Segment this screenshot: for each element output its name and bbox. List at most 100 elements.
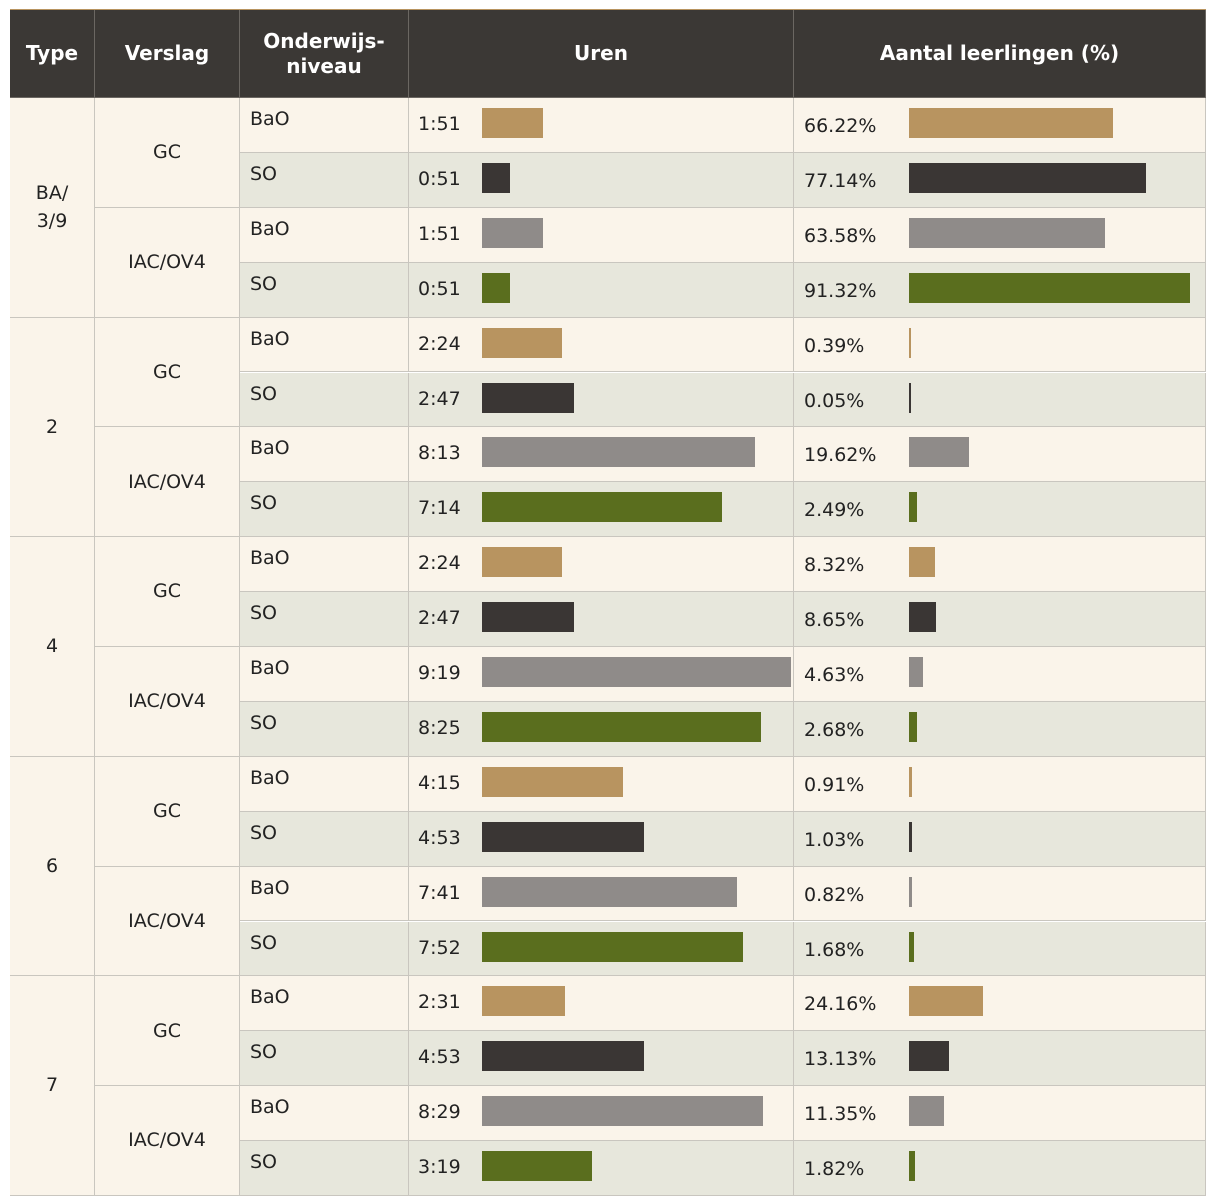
uren-cell bbox=[409, 372, 794, 428]
verslag-cell: IAC/OV4 bbox=[95, 207, 240, 318]
aantal-bar bbox=[909, 1151, 915, 1182]
verslag-cell: GC bbox=[95, 756, 240, 867]
niveau-cell: BaO bbox=[240, 647, 409, 702]
verslag-cell: GC bbox=[95, 537, 240, 647]
aantal-bar bbox=[909, 1041, 950, 1072]
niveau-cell: BaO bbox=[240, 207, 409, 263]
aantal-label: 24.16% bbox=[804, 993, 877, 1016]
aantal-label: 0.82% bbox=[804, 883, 865, 906]
aantal-bar bbox=[909, 986, 984, 1017]
niveau-cell: SO bbox=[240, 262, 409, 318]
niveau-cell: BaO bbox=[240, 98, 409, 153]
uren-cell bbox=[409, 592, 794, 647]
niveau-cell: SO bbox=[240, 701, 409, 757]
aantal-cell bbox=[794, 592, 1206, 647]
aantal-label: 8.65% bbox=[804, 609, 865, 632]
aantal-label: 91.32% bbox=[804, 279, 877, 302]
uren-bar bbox=[482, 1096, 764, 1127]
niveau-cell: BaO bbox=[240, 1086, 409, 1142]
aantal-cell bbox=[794, 372, 1206, 428]
uren-label: 2:24 bbox=[418, 552, 461, 575]
verslag-cell: IAC/OV4 bbox=[95, 647, 240, 757]
top-border bbox=[10, 9, 1206, 10]
header-cell: Verslag bbox=[95, 10, 240, 98]
uren-bar bbox=[482, 711, 762, 742]
aantal-bar bbox=[909, 821, 913, 852]
uren-bar bbox=[482, 162, 511, 193]
aantal-bar bbox=[909, 931, 915, 962]
niveau-cell: SO bbox=[240, 811, 409, 867]
aantal-label: 19.62% bbox=[804, 444, 877, 467]
niveau-cell: BaO bbox=[240, 537, 409, 593]
uren-cell bbox=[409, 262, 794, 318]
aantal-label: 11.35% bbox=[804, 1103, 877, 1126]
uren-bar bbox=[482, 821, 644, 852]
verslag-cell: GC bbox=[95, 317, 240, 428]
uren-cell bbox=[409, 317, 794, 373]
uren-label: 2:47 bbox=[418, 387, 461, 410]
uren-label: 9:19 bbox=[418, 662, 461, 684]
niveau-cell: BaO bbox=[240, 317, 409, 373]
uren-bar bbox=[482, 986, 566, 1017]
type-cell: 4 bbox=[10, 537, 95, 757]
aantal-label: 1.03% bbox=[804, 828, 865, 851]
aantal-bar bbox=[909, 272, 1190, 303]
aantal-label: 0.91% bbox=[804, 773, 865, 796]
header-cell: Uren bbox=[409, 10, 794, 98]
aantal-cell bbox=[794, 756, 1206, 812]
uren-bar bbox=[482, 382, 575, 413]
verslag-cell: IAC/OV4 bbox=[95, 866, 240, 977]
uren-bar bbox=[482, 108, 544, 138]
aantal-label: 8.32% bbox=[804, 554, 865, 577]
uren-cell bbox=[409, 1141, 794, 1196]
aantal-label: 1.82% bbox=[804, 1158, 865, 1181]
aantal-label: 0.39% bbox=[804, 334, 865, 357]
uren-bar bbox=[482, 876, 737, 907]
uren-label: 3:19 bbox=[418, 1156, 461, 1179]
uren-label: 2:24 bbox=[418, 332, 461, 355]
uren-bar bbox=[482, 657, 791, 687]
type-cell: 6 bbox=[10, 756, 95, 977]
uren-label: 1:51 bbox=[418, 222, 461, 245]
aantal-label: 0.05% bbox=[804, 389, 865, 412]
aantal-cell bbox=[794, 921, 1206, 977]
niveau-cell: BaO bbox=[240, 427, 409, 483]
aantal-cell bbox=[794, 866, 1206, 922]
verslag-cell: IAC/OV4 bbox=[95, 1086, 240, 1196]
aantal-cell bbox=[794, 701, 1206, 757]
niveau-cell: SO bbox=[240, 482, 409, 538]
uren-bar bbox=[482, 272, 511, 303]
uren-label: 2:47 bbox=[418, 607, 461, 630]
aantal-bar bbox=[909, 657, 924, 687]
verslag-cell: IAC/OV4 bbox=[95, 427, 240, 538]
niveau-cell: SO bbox=[240, 592, 409, 647]
uren-bar bbox=[482, 602, 575, 633]
type-cell: BA/ 3/9 bbox=[10, 98, 95, 318]
uren-label: 4:15 bbox=[418, 771, 461, 794]
aantal-label: 1.68% bbox=[804, 938, 865, 961]
uren-cell bbox=[409, 537, 794, 593]
header-cell: Type bbox=[10, 10, 95, 98]
niveau-cell: SO bbox=[240, 372, 409, 428]
aantal-cell bbox=[794, 317, 1206, 373]
aantal-label: 4.63% bbox=[804, 664, 865, 686]
aantal-bar bbox=[909, 711, 918, 742]
aantal-bar bbox=[909, 437, 970, 468]
niveau-cell: SO bbox=[240, 1031, 409, 1087]
aantal-bar bbox=[909, 547, 935, 578]
uren-bar bbox=[482, 1151, 592, 1182]
uren-label: 8:29 bbox=[418, 1101, 461, 1124]
niveau-cell: SO bbox=[240, 152, 409, 208]
uren-label: 0:51 bbox=[418, 277, 461, 300]
niveau-cell: BaO bbox=[240, 976, 409, 1032]
aantal-bar bbox=[909, 217, 1105, 248]
aantal-label: 63.58% bbox=[804, 224, 877, 247]
aantal-cell bbox=[794, 811, 1206, 867]
uren-cell bbox=[409, 98, 794, 153]
type-cell: 7 bbox=[10, 976, 95, 1196]
uren-bar bbox=[482, 931, 743, 962]
aantal-bar bbox=[909, 876, 912, 907]
verslag-cell: GC bbox=[95, 98, 240, 208]
aantal-bar bbox=[909, 327, 911, 358]
